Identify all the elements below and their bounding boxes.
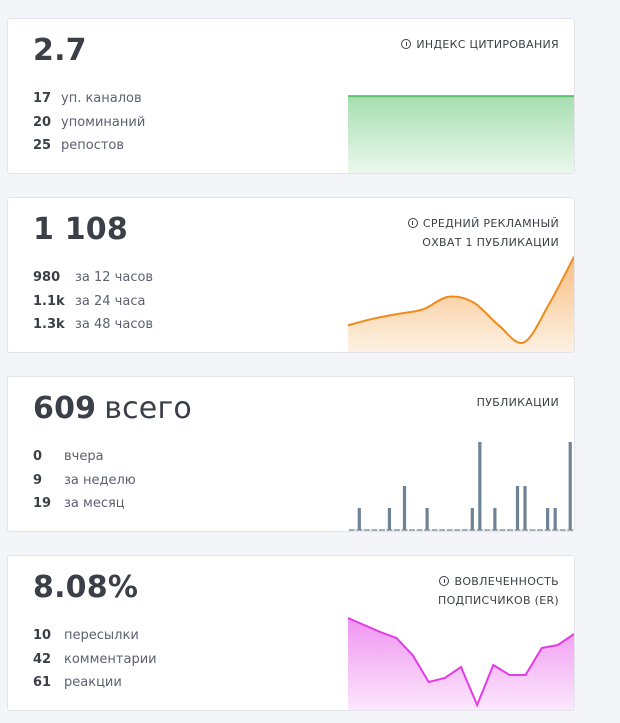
card-title[interactable]: ИНДЕКС ЦИТИРОВАНИЯ (401, 35, 559, 54)
citation-index-card: 2.7 17 уп. каналов 20 упоминаний 25 репосто… (7, 18, 575, 174)
bar (402, 486, 407, 530)
stat-row: 19 за месяц (33, 492, 136, 516)
series-line (348, 617, 574, 708)
stat-row: 42 комментарии (33, 648, 157, 672)
engagement-card: 8.08% 10 пересылки 42 комментарии 61 реакци… (7, 555, 575, 711)
stat-label: за 48 часов (75, 317, 154, 333)
publications-stats: 0 вчера 9 за неделю 19 за месяц (33, 445, 136, 516)
stat-row: 61 реакции (33, 671, 157, 695)
bar (478, 442, 482, 530)
bar (553, 508, 557, 530)
card-title-line: ИНДЕКС ЦИТИРОВАНИЯ (416, 38, 559, 51)
engagement-value: 8.08% (33, 570, 139, 605)
series-line (348, 256, 574, 345)
bar (387, 508, 392, 530)
card-title-text: ВОВЛЕЧЕННОСТЬ (454, 575, 559, 588)
card-title-line: ПОДПИСЧИКОВ (ER) (438, 594, 559, 607)
citation-index-value: 2.7 (33, 33, 87, 68)
ad-reach-chart (348, 252, 574, 352)
stat-row: 1.1k за 24 часа (33, 290, 153, 314)
bar (515, 486, 520, 530)
engagement-chart (348, 610, 574, 710)
stat-number: 10 (33, 628, 52, 644)
info-circle-icon[interactable] (401, 39, 412, 49)
card-title-line: ПУБЛИКАЦИИ (476, 396, 559, 409)
bar (425, 508, 429, 530)
stat-number: 980 (33, 270, 61, 286)
card-title[interactable]: СРЕДНИЙ РЕКЛАМНЫЙ ОХВАТ 1 ПУБЛИКАЦИИ (407, 214, 559, 252)
stat-label: упоминаний (61, 114, 146, 130)
stat-number: 1.3k (33, 317, 65, 333)
info-circle-icon[interactable] (407, 218, 418, 228)
ad-reach-value: 1 108 (33, 212, 128, 247)
publications-count: 609 (33, 391, 97, 426)
stat-number: 17 (33, 91, 52, 107)
bar (523, 486, 527, 530)
publications-suffix: всего (104, 391, 192, 426)
card-title: ПУБЛИКАЦИИ (477, 393, 559, 412)
card-title-line: ОХВАТ 1 ПУБЛИКАЦИИ (422, 236, 559, 249)
stat-number: 0 (33, 449, 43, 465)
stat-label: репостов (61, 138, 125, 154)
stat-row: 980 за 12 часов (33, 266, 153, 290)
card-title-line: ВОВЛЕЧЕННОСТЬ (438, 572, 559, 591)
stat-label: за 12 часов (75, 270, 154, 286)
stat-number: 20 (33, 114, 52, 130)
reach-stats: 980 за 12 часов 1.1k за 24 часа 1.3k за 48 … (33, 266, 153, 337)
stat-row: 0 вчера (33, 445, 136, 469)
stat-row: 20 упоминаний (33, 111, 145, 135)
stat-label: комментарии (64, 651, 157, 667)
stat-number: 9 (33, 472, 43, 488)
stat-row: 9 за неделю (33, 469, 136, 493)
stat-label: за неделю (64, 472, 136, 488)
engagement-stats: 10 пересылки 42 комментарии 61 реакции (33, 624, 157, 695)
stat-number: 19 (33, 496, 52, 512)
stat-number: 61 (33, 675, 52, 691)
series-area (348, 96, 574, 173)
stat-row: 1.3k за 48 часов (33, 313, 153, 337)
bar (546, 508, 550, 530)
citation-stats: 17 уп. каналов 20 упоминаний 25 репостов (33, 87, 145, 158)
publications-value: 609 всего (33, 391, 192, 426)
bar (470, 508, 474, 530)
stat-number: 1.1k (33, 293, 65, 309)
publications-card: 609 всего 0 вчера 9 за неделю 19 за месяц ПУ… (7, 376, 575, 532)
series-area (348, 618, 574, 710)
card-title-text: СРЕДНИЙ РЕКЛАМНЫЙ (422, 217, 559, 230)
card-title[interactable]: ВОВЛЕЧЕННОСТЬ ПОДПИСЧИКОВ (ER) (438, 572, 559, 610)
stat-row: 10 пересылки (33, 624, 157, 648)
series-area (348, 256, 574, 352)
stat-label: уп. каналов (61, 91, 142, 107)
bar (357, 508, 361, 530)
ad-reach-card: 1 108 980 за 12 часов 1.1k за 24 часа 1.3k… (7, 197, 575, 353)
stat-label: вчера (64, 449, 104, 465)
stat-row: 17 уп. каналов (33, 87, 145, 111)
stat-label: реакции (64, 675, 122, 691)
citation-index-chart (348, 73, 574, 173)
bar (568, 442, 572, 530)
stat-label: за месяц (64, 496, 125, 512)
stat-label: за 24 часа (75, 293, 146, 309)
stat-row: 25 репостов (33, 134, 145, 158)
bar (493, 508, 497, 530)
stat-label: пересылки (64, 628, 139, 644)
publications-chart (348, 431, 574, 531)
card-title-line: СРЕДНИЙ РЕКЛАМНЫЙ (407, 214, 559, 233)
info-circle-icon[interactable] (439, 576, 450, 586)
stat-number: 42 (33, 651, 52, 667)
stat-number: 25 (33, 138, 52, 154)
